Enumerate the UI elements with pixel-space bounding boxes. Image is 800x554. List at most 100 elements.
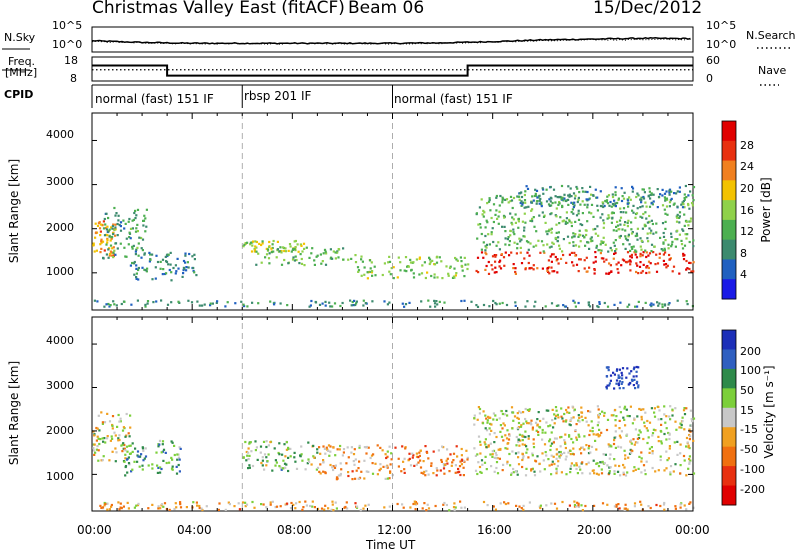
velocity-mark-5-462 (660, 418, 663, 421)
velocity-mark-7-20 (463, 506, 466, 509)
power-mark-7-143 (614, 193, 617, 197)
power-mark-7-498 (644, 249, 647, 252)
power-mark-7-504 (538, 214, 541, 217)
velocity-mark-0-15 (119, 420, 122, 423)
velocity-mark-5-320 (650, 446, 653, 449)
power-mark-5-79 (406, 265, 409, 268)
velocity-mark-5-575 (636, 441, 639, 444)
power-mark-3-25 (243, 243, 246, 246)
power-mark-8-102 (611, 193, 614, 196)
power-mark-7-508 (649, 197, 652, 200)
power-mark-7-444 (584, 229, 587, 232)
power-mark-4-65 (342, 258, 345, 261)
velocity-mark-1-44 (171, 458, 174, 461)
velocity-mark-5-626 (496, 472, 500, 475)
power-mark-7-140 (565, 211, 568, 214)
power-mark-6-109 (482, 256, 485, 259)
power-mark-7-495 (601, 241, 604, 244)
power-mark-8-156 (576, 187, 579, 190)
velocity-mark-3-98 (388, 445, 391, 448)
power-mark-2-6 (161, 258, 165, 261)
velocity-mark-1-10 (164, 451, 167, 454)
power-mark-8-143 (676, 190, 679, 193)
power-mark-7-439 (486, 202, 489, 205)
power-mark-6-96 (508, 254, 511, 257)
power-mark-8-45 (603, 204, 606, 208)
velocity-mark-5-140 (519, 439, 522, 442)
power-mark-9-117 (160, 299, 163, 302)
power-mark-3-28 (253, 250, 257, 253)
velocity-mark-4-88 (440, 458, 443, 462)
velocity-mark-7-120 (233, 505, 236, 508)
power-cbar-tick-16: 16 (740, 204, 754, 217)
velocity-mark-5-333 (486, 421, 489, 424)
power-mark-8-14 (641, 188, 644, 191)
velocity-mark-3-87 (322, 461, 325, 464)
power-mark-6-72 (575, 263, 579, 266)
power-mark-4-50 (350, 257, 353, 260)
velocity-mark-5-172 (612, 414, 615, 417)
velocity-mark-0-64 (122, 426, 125, 429)
power-ytick-1000: 1000 (46, 265, 74, 278)
power-mark-7-190 (640, 248, 643, 251)
power-mark-7-346 (628, 243, 631, 246)
power-mark-6-150 (645, 251, 648, 254)
power-mark-7-168 (479, 223, 482, 226)
power-mark-5-96 (356, 266, 360, 269)
velocity-mark-7-168 (617, 503, 620, 506)
velocity-mark-3-34 (319, 452, 322, 455)
power-mark-7-235 (578, 229, 581, 232)
power-mark-0-12 (98, 227, 102, 230)
velocity-mark-6-54 (617, 382, 620, 385)
velocity-mark-2-35 (265, 440, 268, 443)
velocity-mark-5-95 (575, 462, 578, 465)
velocity-mark-5-302 (558, 455, 561, 458)
power-mark-9-99 (105, 303, 108, 306)
power-mark-7-337 (535, 202, 538, 205)
velocity-mark-1-69 (171, 465, 174, 468)
power-mark-6-25 (547, 259, 550, 262)
power-mark-7-359 (667, 247, 670, 250)
power-mark-6-65 (514, 270, 517, 274)
velocity-mark-5-428 (536, 418, 539, 421)
power-mark-7-257 (681, 228, 684, 231)
power-mark-7-68 (550, 227, 553, 230)
power-mark-7-254 (570, 224, 573, 228)
velocity-mark-7-73 (311, 505, 314, 508)
velocity-mark-3-63 (319, 463, 322, 466)
power-mark-7-416 (653, 245, 656, 248)
power-mark-5-91 (420, 272, 424, 275)
power-mark-1-1 (136, 230, 139, 233)
power-mark-2-10 (133, 273, 136, 276)
velocity-mark-5-466 (484, 427, 487, 430)
power-mark-9-110 (676, 299, 679, 302)
power-mark-0-0 (110, 226, 113, 229)
power-mark-7-80 (476, 237, 479, 240)
power-mark-0-54 (112, 253, 115, 256)
velocity-mark-5-449 (647, 436, 650, 439)
power-mark-8-71 (541, 187, 544, 190)
power-mark-2-56 (168, 268, 171, 272)
velocity-mark-3-107 (329, 450, 332, 453)
power-mark-6-115 (515, 252, 518, 255)
velocity-mark-5-285 (566, 411, 569, 414)
power-mark-7-184 (619, 211, 622, 214)
velocity-mark-2-72 (313, 456, 316, 459)
velocity-mark-2-80 (274, 459, 277, 462)
power-mark-7-474 (561, 250, 564, 253)
velocity-mark-5-616 (550, 431, 553, 434)
velocity-mark-3-106 (389, 463, 392, 466)
velocity-mark-1-24 (157, 445, 160, 448)
velocity-mark-5-485 (484, 455, 487, 458)
velocity-mark-7-122 (179, 501, 182, 504)
power-mark-9-52 (573, 301, 576, 304)
power-mark-3-44 (302, 242, 306, 245)
power-mark-5-94 (455, 258, 458, 261)
power-mark-7-471 (542, 250, 545, 253)
velocity-mark-3-8 (358, 446, 361, 449)
power-mark-7-342 (602, 236, 605, 239)
velocity-mark-6-14 (609, 374, 613, 377)
velocity-mark-5-277 (688, 462, 691, 465)
power-mark-7-412 (573, 197, 577, 200)
power-mark-7-329 (689, 217, 693, 220)
